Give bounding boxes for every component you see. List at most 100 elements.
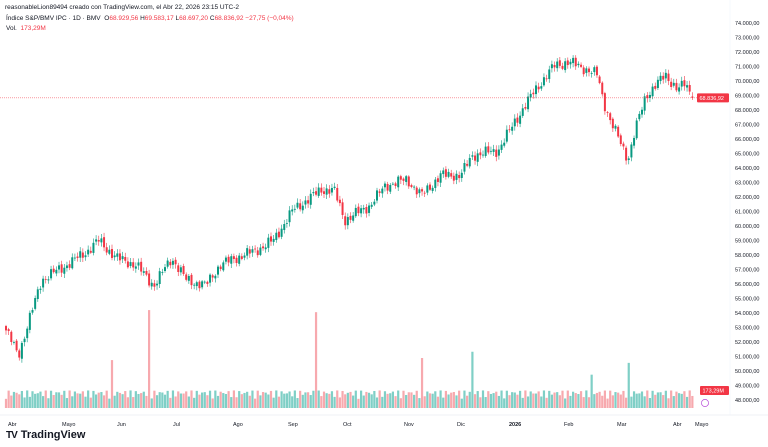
volume-bar [155,395,159,408]
volume-bar [47,398,50,408]
volume-bar [23,397,26,408]
candle [418,189,421,194]
volume-bar [386,393,389,408]
volume-bar [320,396,323,408]
volume-bar [346,392,349,408]
volume-bar [428,393,432,408]
candle [553,64,556,68]
volume-bar [330,391,334,408]
volume-bar [497,395,500,408]
candle [606,112,609,114]
candle [561,65,564,69]
candle [633,137,636,146]
candle [431,187,434,191]
volume-bar [670,390,673,408]
volume-bar [394,396,397,408]
candle [39,288,42,290]
candle [466,163,469,166]
volume-bar [89,397,92,408]
volume-value: 173,29M [20,25,46,32]
price-tick-label: 69.000,00 [735,94,759,100]
candle [439,173,442,183]
candle [277,231,280,238]
tradingview-logo-icon: TV [6,429,18,441]
volume-bar [553,392,556,408]
candle [198,281,201,289]
volume-bar [325,393,328,408]
candle [450,173,453,177]
candle [413,186,416,188]
price-tick-label: 49.000,00 [735,384,759,390]
volume-bar [458,390,461,408]
volume-bar [153,390,156,408]
candle [259,247,262,255]
volume-bar [116,391,119,408]
candle [256,250,259,256]
candle [474,155,477,161]
candle [415,187,418,195]
candle [103,237,106,248]
volume-bar [222,393,225,408]
candle [370,204,373,207]
candle [100,238,103,243]
close-value: 68.836,92 [214,15,244,22]
candle [232,256,235,260]
volume-bar [105,390,108,408]
volume-bar [577,394,580,408]
candle [209,274,212,283]
volume-bar [378,390,381,408]
volume-bar [566,390,569,408]
volume-bar [638,393,641,408]
candle [625,147,628,161]
tradingview-logo[interactable]: TV TradingView [6,429,85,441]
candle [116,253,119,257]
candle [309,193,312,205]
candle [140,261,143,272]
candle [399,176,402,180]
volume-bar [450,392,453,408]
volume-bar [328,393,331,408]
volume-bar [420,358,424,408]
volume-bar [124,391,127,408]
candle [614,125,617,129]
candle [577,63,580,66]
candle [468,157,471,167]
volume-bar [659,392,662,408]
candle [381,188,384,194]
price-tick-label: 48.000,00 [735,398,759,404]
candle [349,215,352,220]
candle [254,248,257,250]
symbol-name[interactable]: Índice S&P/BMV IPC · 1D · BMV [6,15,101,22]
volume-bar [360,390,363,408]
candle [609,113,612,121]
volume-bar [227,391,230,408]
candle [389,184,392,192]
volume-bar [550,394,553,408]
time-tick-label: Mayo [62,422,75,428]
volume-bar [505,390,508,408]
candle [643,96,646,111]
volume-bar [57,392,61,408]
volume-bar [579,391,583,408]
price-tick-label: 65.000,00 [735,152,759,158]
volume-bar [587,397,591,408]
volume-bar [251,390,254,408]
volume-bar [532,393,535,408]
candle [169,261,172,266]
volume-bar [277,396,281,408]
volume-bar [651,390,654,408]
volume-bar [336,390,339,408]
candle [654,85,657,89]
volume-bar [434,391,437,408]
volume-bar [185,391,188,408]
candle [58,265,60,270]
volume-bar [190,390,193,408]
volume-bar [140,393,143,408]
candle [627,158,630,160]
candle [360,208,363,214]
volume-bar [481,390,485,408]
candle [672,82,675,86]
candle [31,310,34,313]
candle [442,170,445,175]
